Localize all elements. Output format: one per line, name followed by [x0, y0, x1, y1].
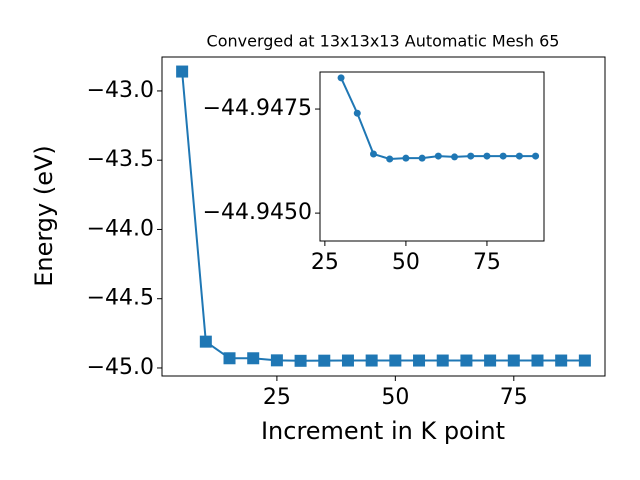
y-tick-label: −44.9450	[203, 200, 312, 225]
y-tick-label: −44.0	[87, 216, 154, 241]
marker	[515, 152, 523, 160]
marker	[484, 354, 497, 367]
marker	[402, 154, 410, 162]
y-tick-label: −44.5	[87, 286, 154, 311]
marker	[451, 153, 459, 161]
x-axis-label: Increment in K point	[261, 417, 505, 445]
x-tick-label: 25	[263, 385, 291, 410]
y-tick-label: −43.0	[87, 78, 154, 103]
x-tick-label: 75	[500, 385, 528, 410]
axes-frame	[161, 56, 606, 377]
marker	[436, 354, 449, 367]
marker	[434, 152, 442, 160]
y-axis-label: Energy (eV)	[30, 145, 58, 287]
y-tick-label: −43.5	[87, 147, 154, 172]
marker	[389, 354, 402, 367]
marker	[247, 352, 260, 365]
x-tick-label: 25	[311, 250, 339, 275]
marker	[460, 354, 473, 367]
marker	[483, 152, 491, 160]
marker	[176, 65, 189, 78]
y-tick-label: −44.9475	[203, 96, 312, 121]
marker	[369, 150, 377, 158]
marker	[413, 354, 426, 367]
marker	[386, 155, 394, 163]
marker	[199, 335, 212, 348]
marker	[578, 354, 591, 367]
marker	[337, 74, 345, 82]
chart-title: Converged at 13x13x13 Automatic Mesh 65	[207, 32, 560, 51]
x-tick-label: 50	[392, 250, 420, 275]
marker	[555, 354, 568, 367]
marker	[353, 109, 361, 117]
marker	[507, 354, 520, 367]
x-tick-label: 75	[473, 250, 501, 275]
marker	[294, 354, 307, 367]
marker	[365, 354, 378, 367]
marker	[318, 354, 331, 367]
axes-frame	[319, 71, 545, 242]
y-tick-label: −45.0	[87, 355, 154, 380]
marker	[532, 152, 540, 160]
x-tick-label: 50	[381, 385, 409, 410]
marker	[418, 154, 426, 162]
marker	[223, 352, 236, 365]
marker	[341, 354, 354, 367]
marker	[499, 152, 507, 160]
marker	[270, 354, 283, 367]
marker	[531, 354, 544, 367]
marker	[467, 152, 475, 160]
